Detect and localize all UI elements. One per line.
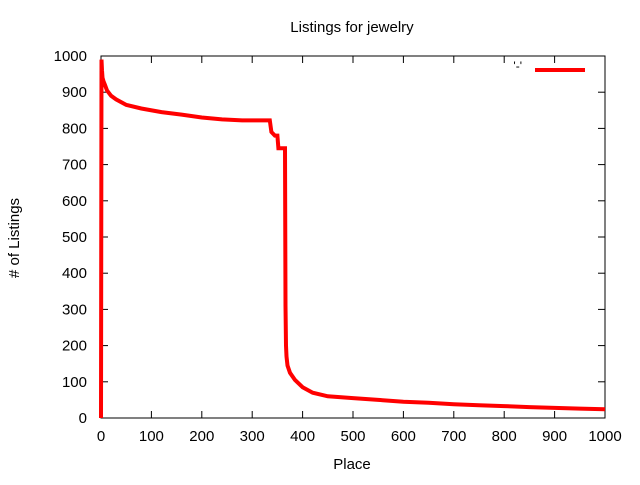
x-tick-label: 600 <box>391 428 416 445</box>
y-tick-label: 100 <box>62 374 87 391</box>
x-tick-label: 300 <box>240 428 265 445</box>
y-tick-label: 800 <box>62 120 87 137</box>
x-tick-label: 700 <box>441 428 466 445</box>
legend-label: '-' <box>513 59 522 73</box>
y-axis-label: # of Listings <box>6 198 23 278</box>
y-tick-label: 600 <box>62 193 87 210</box>
x-tick-label: 400 <box>290 428 315 445</box>
y-tick-label: 500 <box>62 229 87 246</box>
y-tick-label: 400 <box>62 265 87 282</box>
y-tick-label: 300 <box>62 301 87 318</box>
x-tick-label: 500 <box>340 428 365 445</box>
y-tick-label: 700 <box>62 157 87 174</box>
x-axis-label: Place <box>333 456 371 473</box>
series-line <box>99 59 606 419</box>
x-tick-label: 100 <box>139 428 164 445</box>
plot-layer: 0 100 200 300 400 500 600 700 800 900 1000 0 100 200 3… <box>54 48 622 445</box>
x-tick-label: 900 <box>542 428 567 445</box>
y-tick-label: 200 <box>62 338 87 355</box>
plot-frame <box>100 55 606 419</box>
x-tick-label: 0 <box>97 428 105 445</box>
y-tick-label: 900 <box>62 84 87 101</box>
x-tick-label: 200 <box>189 428 214 445</box>
chart-title: Listings for jewelry <box>290 19 414 36</box>
x-tick-label: 1000 <box>588 428 621 445</box>
y-tick-label: 0 <box>79 410 87 427</box>
y-tick-label: 1000 <box>54 48 87 65</box>
x-tick-label: 800 <box>492 428 517 445</box>
